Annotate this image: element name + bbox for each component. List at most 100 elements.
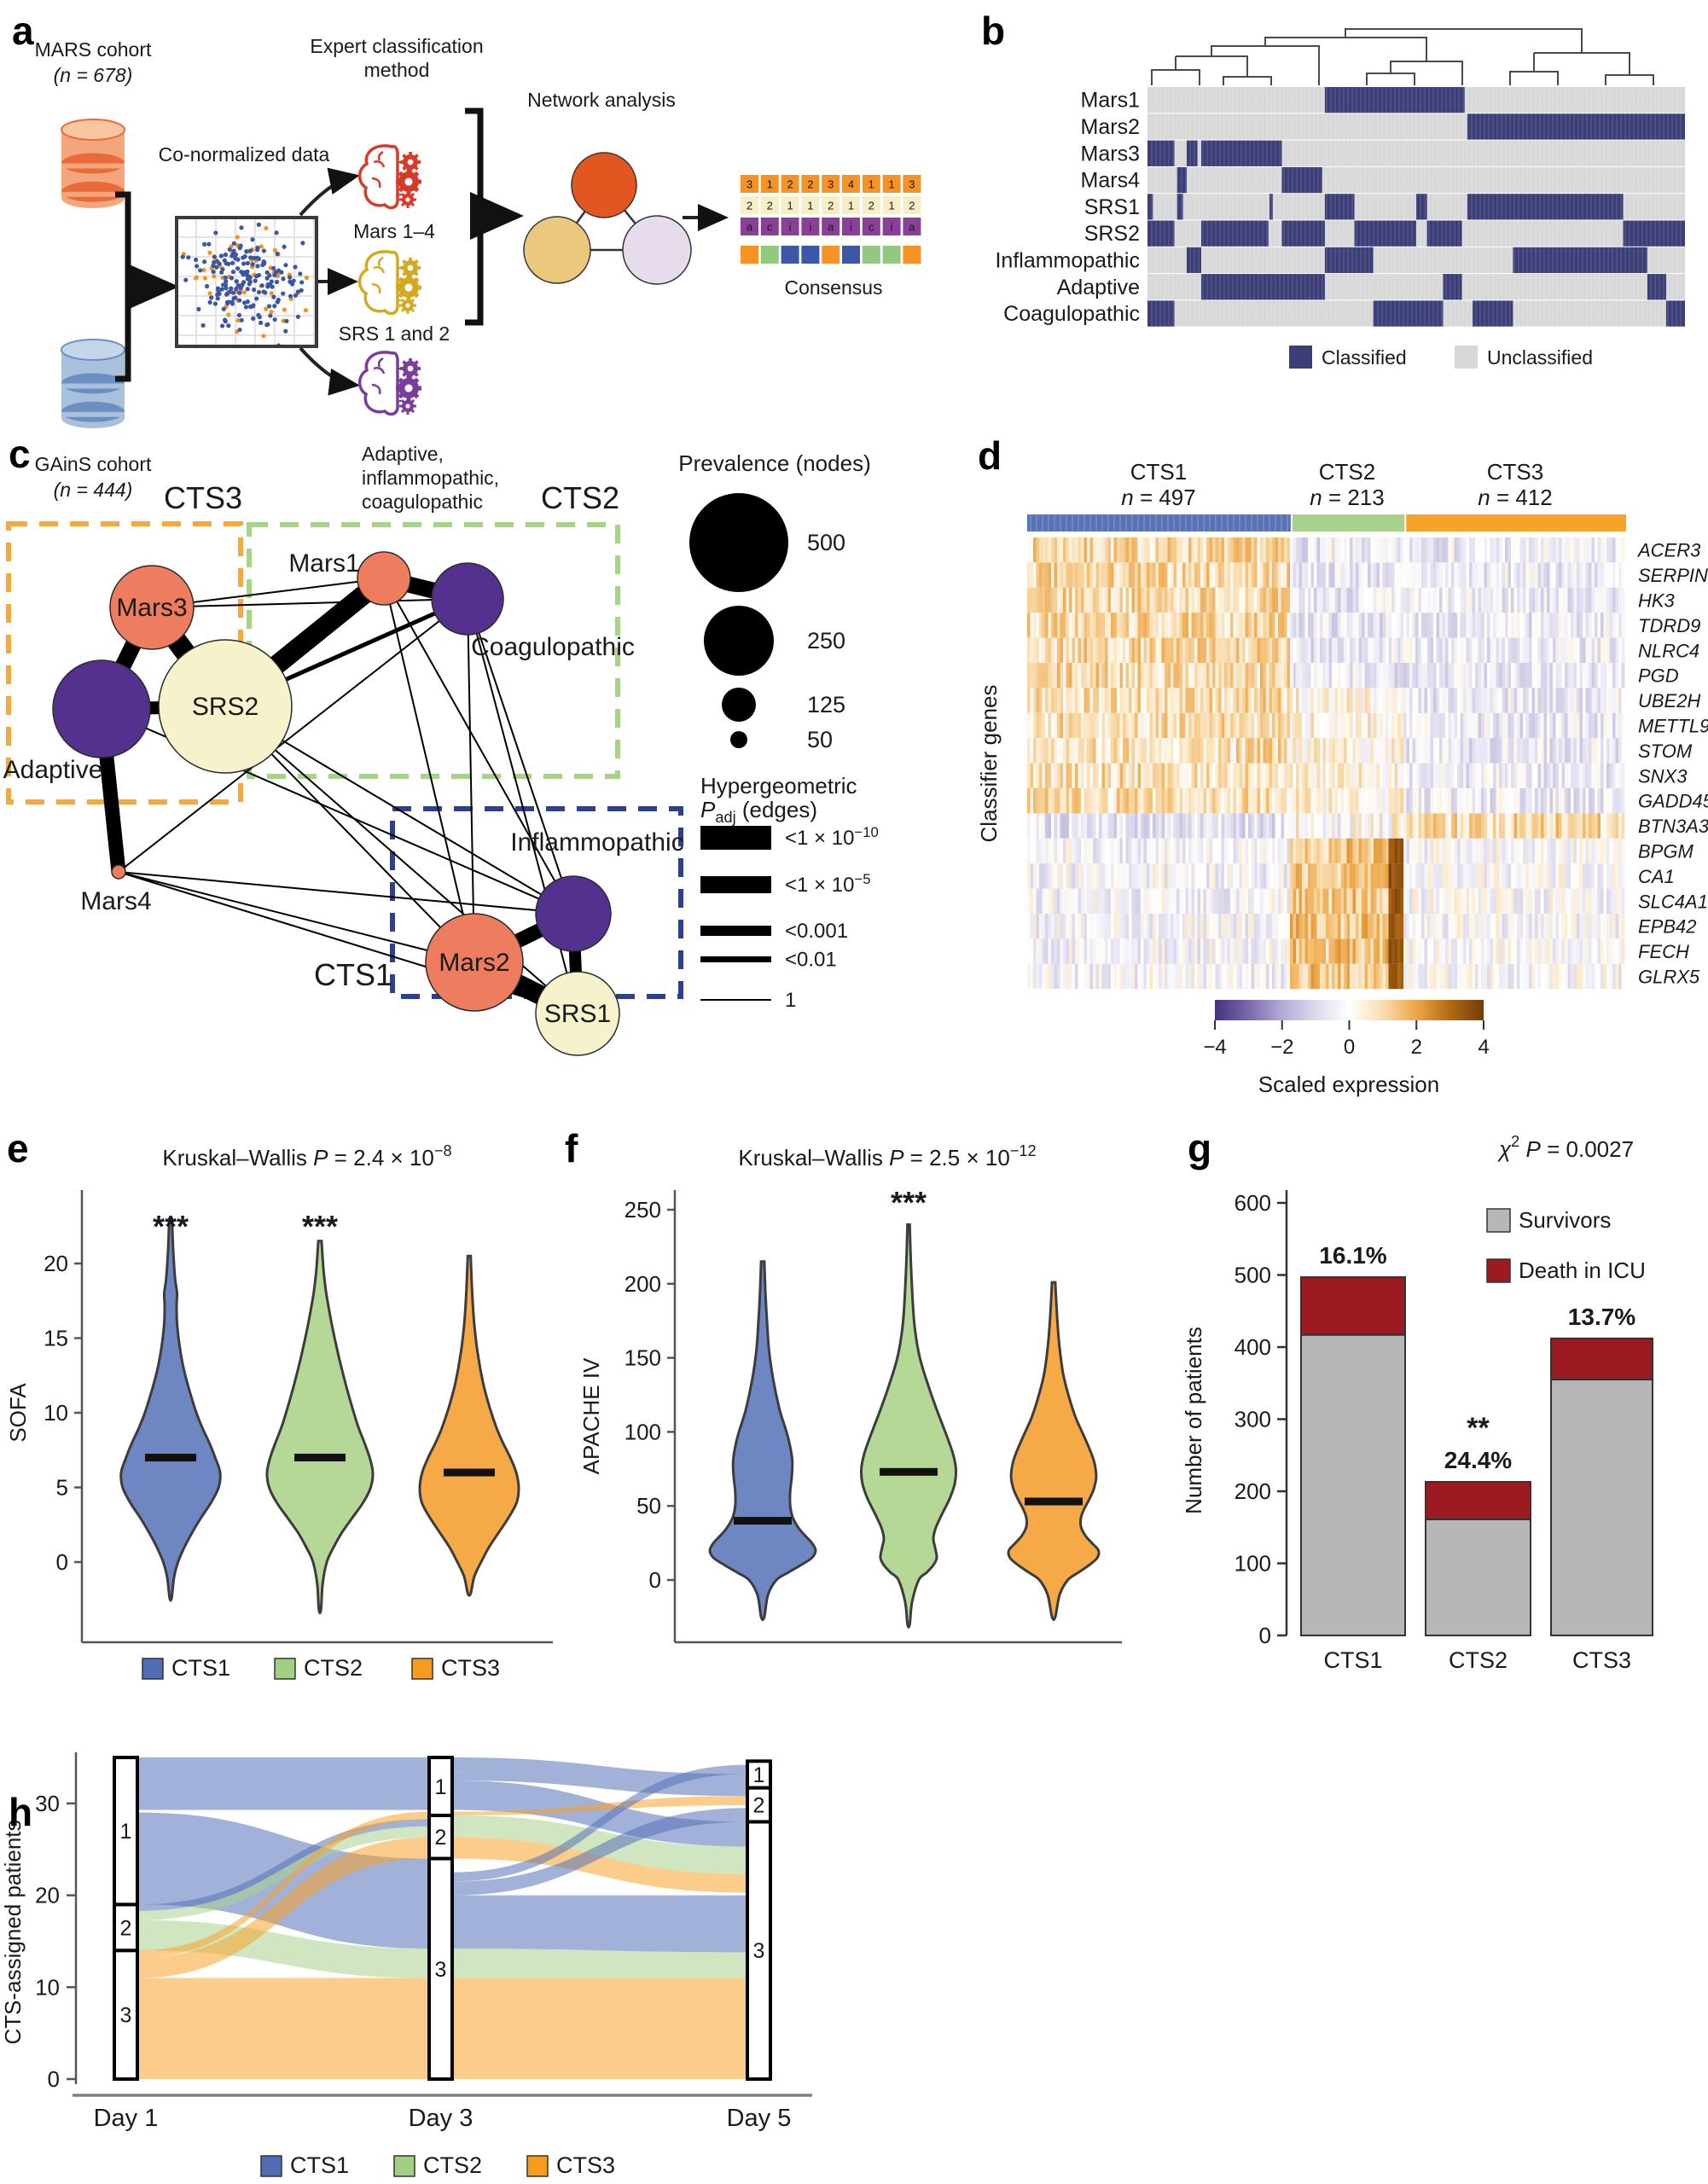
- consensus-cell: [760, 175, 779, 193]
- consensus-cell-value: 2: [807, 178, 813, 191]
- alluvial-bar-day1-1: [113, 1756, 139, 1907]
- consensus-cell-value: i: [891, 221, 893, 234]
- consensus-cell: [801, 175, 820, 193]
- consensus-cell-value: 4: [848, 178, 854, 191]
- bar-survivors-cts2: [1425, 1518, 1531, 1636]
- panel-c-network: c CTS3 CTS2 CTS1 Mars3 Adaptive SRS2 Mars1 Coa…: [3, 432, 879, 1056]
- consensus-cell: [801, 196, 820, 214]
- node-label-srs1: SRS1: [544, 1000, 611, 1028]
- survivors-label: Survivors: [1519, 1207, 1611, 1233]
- row-label-adaptive: Adaptive: [1057, 276, 1140, 299]
- size-legend-label-50: 50: [807, 727, 833, 752]
- alluvial-bar-day5-1: [746, 1759, 772, 1790]
- consensus-cell: [882, 218, 901, 235]
- gene-label-bpgm: BPGM: [1638, 841, 1693, 863]
- srs-classifier-label: SRS 1 and 2: [339, 322, 450, 345]
- flow-band-blue: [452, 1895, 747, 1953]
- strip-cts1: [1027, 514, 1291, 531]
- significance-stars: ***: [153, 1209, 189, 1244]
- colorbar-tick: 2: [1411, 1036, 1422, 1059]
- x-label-cts2: CTS2: [1449, 1647, 1508, 1673]
- flow-band-blue: [452, 1780, 747, 1847]
- cts1-n: n = 497: [1121, 485, 1195, 510]
- survivors-swatch: [1486, 1208, 1511, 1233]
- cts-legend: CTS1 CTS2 CTS3: [142, 1655, 500, 1681]
- alluvial-bar-label: 3: [435, 1958, 447, 1982]
- y-tick-label: 10: [35, 1974, 60, 2000]
- colorbar-tick: −4: [1203, 1036, 1226, 1059]
- x-label-cts1: CTS1: [1323, 1647, 1382, 1673]
- flow-band-blue: [452, 1764, 747, 1882]
- consensus-cell: [842, 218, 860, 235]
- node-label-srs2: SRS2: [192, 693, 259, 721]
- consensus-result-cell: [882, 246, 901, 264]
- gene-label-slc4a1: SLC4A1: [1638, 891, 1708, 912]
- unclassified-swatch: [1455, 346, 1478, 369]
- consensus-cell: [862, 175, 880, 193]
- database-icon-gains: [61, 339, 125, 428]
- y-tick-label: 600: [1235, 1190, 1271, 1216]
- y-tick-label: 250: [625, 1197, 661, 1223]
- flow-band-orange: [452, 1837, 747, 1893]
- consensus-cell-value: 1: [888, 200, 894, 212]
- legend-swatch-cts2: [393, 2155, 415, 2177]
- row-label-mars3: Mars3: [1081, 142, 1140, 166]
- bar-survivors-cts3: [1550, 1379, 1653, 1636]
- gains-cohort-label: GAinS cohort: [35, 453, 152, 475]
- consensus-cell: [781, 196, 799, 214]
- legend-swatch-cts1: [260, 2155, 282, 2177]
- strip-cts2: [1292, 514, 1405, 531]
- gene-label-ube2h: UBE2H: [1638, 690, 1700, 712]
- classified-block: [1324, 194, 1355, 220]
- size-legend-circle-125: [722, 688, 756, 722]
- violin-cts1: [708, 1260, 817, 1622]
- gene-label-fech: FECH: [1638, 941, 1689, 962]
- legend-label-cts1: CTS1: [290, 2152, 349, 2178]
- size-legend-circle-250: [704, 606, 774, 676]
- consensus-cell-value: 1: [848, 200, 854, 212]
- consensus-result-cell: [903, 246, 921, 264]
- mars-classifier-label: Mars 1–4: [353, 220, 435, 242]
- node-label-mars2: Mars2: [439, 949, 509, 977]
- edge-mars4-inflammopathic: [118, 871, 574, 915]
- legend-label-cts2: CTS2: [423, 2152, 482, 2178]
- panel-h-alluvial: h CTS-assigned patients 0 10 20 30 3 2 1 Day 1 3…: [0, 1752, 812, 2178]
- y-tick-label: 0: [56, 1549, 68, 1575]
- edge-legend-bar: [700, 826, 771, 850]
- classified-block: [1176, 194, 1183, 220]
- node-mars4: [111, 864, 126, 880]
- row-label-mars2: Mars2: [1081, 115, 1140, 139]
- node-srs2: [158, 639, 293, 774]
- cts2-n: n = 213: [1310, 485, 1384, 510]
- consensus-result-cell: [781, 246, 799, 264]
- panel-g-mortality-bars: g χ2 P = 0.0027 Number of patients 0 100 2…: [1181, 1126, 1653, 1673]
- y-tick-label: 300: [1235, 1407, 1271, 1432]
- death-label: Death in ICU: [1519, 1258, 1646, 1283]
- consensus-cell: [760, 218, 779, 235]
- consensus-cell-value: c: [767, 221, 773, 234]
- cohort-bracket: [115, 191, 167, 382]
- death-pct-cts3: 13.7%: [1568, 1304, 1635, 1330]
- classified-block: [1281, 166, 1322, 194]
- size-legend-label-500: 500: [807, 530, 845, 555]
- legend-swatch-cts3: [411, 1658, 433, 1680]
- flow-band-orange: [137, 1978, 429, 2079]
- network-node-labels: Mars3 Adaptive SRS2 Mars1 Coagulopathic Mars4…: [3, 549, 684, 1028]
- panel-e-title: Kruskal–Wallis P = 2.4 × 10−8: [162, 1142, 451, 1170]
- consensus-cell-value: a: [828, 221, 834, 234]
- node-mars1: [357, 551, 411, 606]
- consensus-cell: [903, 196, 921, 214]
- y-tick-label: 100: [1235, 1551, 1271, 1577]
- cts3-column-label: CTS3: [1487, 459, 1543, 485]
- classified-block: [1201, 220, 1269, 247]
- flow-band-green: [452, 1949, 747, 1978]
- apache-violin-plot: 0 50 100 150 200 250 ***: [625, 1185, 1122, 1644]
- alluvial-bar-label: 1: [753, 1763, 765, 1787]
- classified-block: [1186, 140, 1198, 166]
- bar-death-cts3: [1550, 1337, 1653, 1381]
- significance-stars: **: [1467, 1412, 1490, 1444]
- classified-block: [1623, 220, 1685, 247]
- gene-label-acer3: ACER3: [1636, 540, 1701, 561]
